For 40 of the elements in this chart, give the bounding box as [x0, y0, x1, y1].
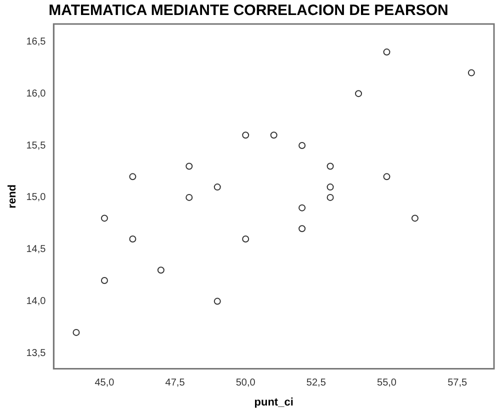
point: [186, 162, 193, 170]
point: [100, 277, 108, 284]
chart-title: MATEMATICA MEDIANTE CORRELACION DE PEARSON: [48, 2, 448, 20]
x-tick-label: 45,0: [94, 378, 115, 389]
point: [326, 162, 334, 170]
y-tick-label: 16,5: [26, 36, 46, 48]
point: [242, 132, 250, 139]
point: [355, 90, 362, 98]
point: [242, 235, 250, 242]
x-tick-label: 50,0: [236, 378, 256, 389]
y-tick-label: 15,5: [26, 140, 46, 152]
point: [326, 194, 334, 201]
y-tick-label: 15,0: [26, 192, 46, 204]
point: [100, 214, 108, 222]
x-tick-label: 55,0: [377, 378, 397, 389]
y-tick-label: 14,5: [26, 244, 46, 256]
point: [411, 214, 418, 222]
point: [186, 194, 193, 201]
point: [129, 173, 136, 180]
point: [298, 225, 306, 232]
point: [214, 184, 221, 191]
point: [326, 184, 334, 191]
y-tick-label: 14,0: [26, 296, 46, 308]
point: [72, 328, 80, 336]
point: [298, 204, 306, 212]
y-axis-title: rend: [6, 184, 19, 208]
point: [383, 173, 390, 180]
point: [298, 142, 306, 150]
point: [214, 298, 221, 305]
x-tick-label: 52,5: [306, 378, 326, 389]
point: [468, 69, 475, 76]
x-tick-label: 57,5: [448, 378, 468, 389]
point: [157, 266, 164, 274]
y-tick-label: 16,0: [26, 88, 46, 100]
point: [270, 132, 278, 139]
x-tick-label: 47,5: [165, 378, 186, 389]
x-axis-title: punt_ci: [254, 396, 294, 408]
y-tick-label: 13,5: [26, 348, 46, 359]
point: [383, 48, 390, 56]
point: [129, 235, 136, 242]
